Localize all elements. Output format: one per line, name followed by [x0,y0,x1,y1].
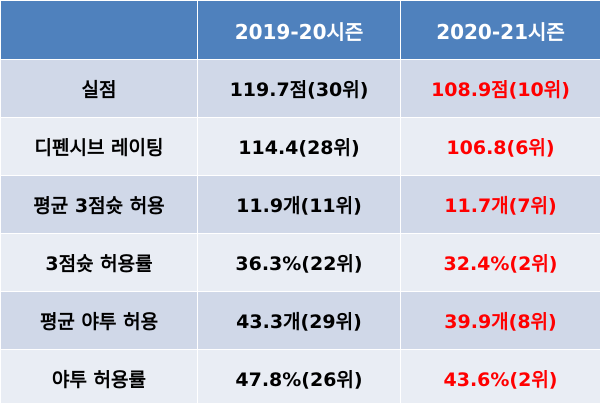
value-2019-20: 43.3개(29위) [197,291,401,350]
table-row: 평균 야투 허용 43.3개(29위) 39.9개(8위) [0,291,600,350]
value-2020-21: 106.8(6위) [400,117,600,176]
value-2020-21: 11.7개(7위) [400,175,600,234]
value-2019-20: 36.3%(22위) [197,233,401,292]
table-row: 야투 허용률 47.8%(26위) 43.6%(2위) [0,349,600,403]
table-row: 실점 119.7점(30위) 108.9점(10위) [0,59,600,118]
table-row: 3점슛 허용률 36.3%(22위) 32.4%(2위) [0,233,600,292]
value-2019-20: 114.4(28위) [197,117,401,176]
value-2020-21: 43.6%(2위) [400,349,600,403]
row-label: 야투 허용률 [0,349,198,403]
row-label: 평균 야투 허용 [0,291,198,350]
value-2019-20: 119.7점(30위) [197,59,401,118]
table-row: 평균 3점슛 허용 11.9개(11위) 11.7개(7위) [0,175,600,234]
header-corner-cell [0,0,198,60]
table-row: 디펜시브 레이팅 114.4(28위) 106.8(6위) [0,117,600,176]
header-season-2019-20: 2019-20시즌 [197,0,401,60]
row-label: 실점 [0,59,198,118]
value-2019-20: 47.8%(26위) [197,349,401,403]
row-label: 디펜시브 레이팅 [0,117,198,176]
row-label: 평균 3점슛 허용 [0,175,198,234]
value-2019-20: 11.9개(11위) [197,175,401,234]
row-label: 3점슛 허용률 [0,233,198,292]
header-season-2020-21: 2020-21시즌 [400,0,600,60]
value-2020-21: 108.9점(10위) [400,59,600,118]
value-2020-21: 39.9개(8위) [400,291,600,350]
table-header-row: 2019-20시즌 2020-21시즌 [0,0,600,60]
value-2020-21: 32.4%(2위) [400,233,600,292]
